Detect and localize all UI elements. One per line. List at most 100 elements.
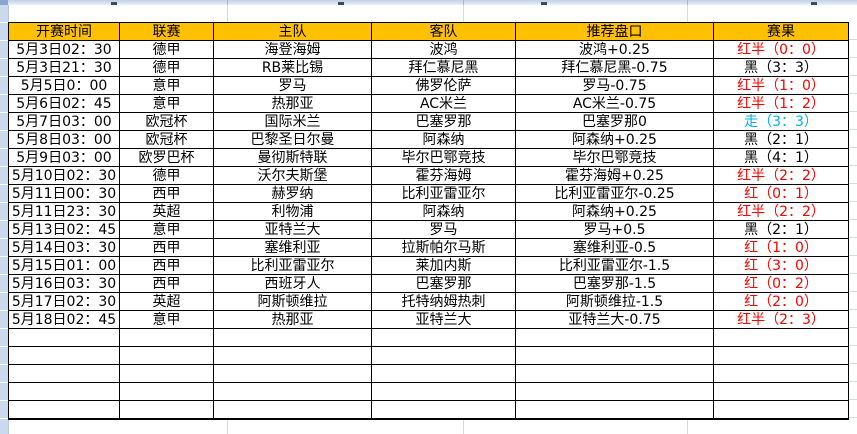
cell-result[interactable]: 红半（0：0） bbox=[713, 40, 849, 59]
cell-match-time[interactable]: 5月6日02：45 bbox=[8, 94, 120, 113]
cell-league[interactable] bbox=[119, 400, 214, 420]
cell-league[interactable]: 欧冠杯 bbox=[119, 130, 214, 149]
cell-away-team[interactable]: 托特纳姆热刺 bbox=[371, 292, 516, 311]
cell-match-time[interactable]: 5月3日02：30 bbox=[8, 40, 120, 59]
header-cell-away[interactable]: 客队 bbox=[371, 22, 516, 41]
cell-result[interactable]: 黑（4：1） bbox=[713, 148, 849, 167]
cell-home-team[interactable] bbox=[213, 382, 372, 401]
cell-handicap[interactable]: 比利亚雷亚尔-1.5 bbox=[515, 256, 714, 275]
cell-handicap[interactable]: 亚特兰大-0.75 bbox=[515, 310, 714, 329]
cell-match-time[interactable]: 5月11日23：30 bbox=[8, 202, 120, 221]
cell-league[interactable] bbox=[119, 328, 214, 347]
cell-result[interactable]: 红半（2：2） bbox=[713, 166, 849, 185]
cell-league[interactable]: 德甲 bbox=[119, 40, 214, 59]
cell-handicap[interactable] bbox=[515, 346, 714, 365]
cell-away-team[interactable]: 毕尔巴鄂竞技 bbox=[371, 148, 516, 167]
cell-away-team[interactable] bbox=[371, 328, 516, 347]
cell-handicap[interactable]: 拜仁慕尼黑-0.75 bbox=[515, 58, 714, 77]
cell-league[interactable]: 西甲 bbox=[119, 238, 214, 257]
header-cell-result[interactable]: 赛果 bbox=[713, 22, 849, 41]
cell-home-team[interactable] bbox=[213, 328, 372, 347]
cell-league[interactable]: 西甲 bbox=[119, 184, 214, 203]
cell-match-time[interactable] bbox=[8, 328, 120, 347]
cell-home-team[interactable] bbox=[213, 400, 372, 420]
cell-away-team[interactable] bbox=[371, 346, 516, 365]
cell-away-team[interactable]: 拜仁慕尼黑 bbox=[371, 58, 516, 77]
cell-away-team[interactable]: 比利亚雷亚尔 bbox=[371, 184, 516, 203]
cell-match-time[interactable]: 5月11日00：30 bbox=[8, 184, 120, 203]
cell-handicap[interactable]: 阿斯顿维拉-1.5 bbox=[515, 292, 714, 311]
cell-match-time[interactable]: 5月9日03：00 bbox=[8, 148, 120, 167]
cell-result[interactable]: 黑（2：1） bbox=[713, 220, 849, 239]
cell-away-team[interactable]: 阿森纳 bbox=[371, 130, 516, 149]
cell-away-team[interactable] bbox=[371, 364, 516, 383]
cell-away-team[interactable]: 阿森纳 bbox=[371, 202, 516, 221]
cell-home-team[interactable]: 阿斯顿维拉 bbox=[213, 292, 372, 311]
cell-result[interactable] bbox=[713, 346, 849, 365]
cell-away-team[interactable]: 莱加内斯 bbox=[371, 256, 516, 275]
cell-away-team[interactable] bbox=[371, 400, 516, 420]
cell-home-team[interactable] bbox=[213, 364, 372, 383]
cell-match-time[interactable]: 5月3日21：30 bbox=[8, 58, 120, 77]
cell-home-team[interactable]: 利物浦 bbox=[213, 202, 372, 221]
header-cell-handicap[interactable]: 推荐盘口 bbox=[515, 22, 714, 41]
cell-league[interactable]: 英超 bbox=[119, 292, 214, 311]
cell-handicap[interactable] bbox=[515, 400, 714, 420]
cell-result[interactable]: 黑（3：3） bbox=[713, 58, 849, 77]
cell-match-time[interactable]: 5月8日03：00 bbox=[8, 130, 120, 149]
cell-handicap[interactable] bbox=[515, 328, 714, 347]
cell-home-team[interactable]: 热那亚 bbox=[213, 94, 372, 113]
cell-match-time[interactable] bbox=[8, 364, 120, 383]
cell-home-team[interactable]: 曼彻斯特联 bbox=[213, 148, 372, 167]
cell-home-team[interactable]: 海登海姆 bbox=[213, 40, 372, 59]
cell-away-team[interactable] bbox=[371, 382, 516, 401]
cell-league[interactable]: 英超 bbox=[119, 202, 214, 221]
cell-away-team[interactable]: AC米兰 bbox=[371, 94, 516, 113]
cell-handicap[interactable]: 毕尔巴鄂竞技 bbox=[515, 148, 714, 167]
cell-league[interactable]: 意甲 bbox=[119, 76, 214, 95]
cell-handicap[interactable]: 波鸿+0.25 bbox=[515, 40, 714, 59]
cell-result[interactable] bbox=[713, 364, 849, 383]
cell-home-team[interactable]: 沃尔夫斯堡 bbox=[213, 166, 372, 185]
cell-handicap[interactable] bbox=[515, 382, 714, 401]
cell-handicap[interactable] bbox=[515, 364, 714, 383]
cell-result[interactable]: 红（1：0） bbox=[713, 238, 849, 257]
cell-away-team[interactable]: 波鸿 bbox=[371, 40, 516, 59]
cell-league[interactable] bbox=[119, 382, 214, 401]
cell-handicap[interactable]: 阿森纳+0.25 bbox=[515, 130, 714, 149]
cell-result[interactable] bbox=[713, 382, 849, 401]
cell-home-team[interactable]: 罗马 bbox=[213, 76, 372, 95]
cell-away-team[interactable]: 拉斯帕尔马斯 bbox=[371, 238, 516, 257]
cell-handicap[interactable]: 塞维利亚-0.5 bbox=[515, 238, 714, 257]
cell-match-time[interactable]: 5月15日01：00 bbox=[8, 256, 120, 275]
cell-league[interactable] bbox=[119, 364, 214, 383]
cell-home-team[interactable]: 西班牙人 bbox=[213, 274, 372, 293]
cell-league[interactable]: 意甲 bbox=[119, 220, 214, 239]
cell-handicap[interactable]: 阿森纳+0.25 bbox=[515, 202, 714, 221]
cell-away-team[interactable]: 亚特兰大 bbox=[371, 310, 516, 329]
cell-result[interactable]: 红半（1：2） bbox=[713, 94, 849, 113]
cell-match-time[interactable] bbox=[8, 382, 120, 401]
cell-match-time[interactable]: 5月7日03：00 bbox=[8, 112, 120, 131]
cell-home-team[interactable]: 赫罗纳 bbox=[213, 184, 372, 203]
cell-home-team[interactable]: 热那亚 bbox=[213, 310, 372, 329]
cell-league[interactable]: 德甲 bbox=[119, 58, 214, 77]
cell-home-team[interactable]: 亚特兰大 bbox=[213, 220, 372, 239]
cell-result[interactable]: 红半（2：2） bbox=[713, 202, 849, 221]
cell-league[interactable]: 德甲 bbox=[119, 166, 214, 185]
header-cell-home[interactable]: 主队 bbox=[213, 22, 372, 41]
cell-handicap[interactable]: 巴塞罗那0 bbox=[515, 112, 714, 131]
cell-home-team[interactable]: 比利亚雷亚尔 bbox=[213, 256, 372, 275]
cell-match-time[interactable]: 5月10日02：30 bbox=[8, 166, 120, 185]
cell-league[interactable]: 西甲 bbox=[119, 256, 214, 275]
cell-home-team[interactable]: RB莱比锡 bbox=[213, 58, 372, 77]
cell-result[interactable]: 红（2：0） bbox=[713, 292, 849, 311]
cell-match-time[interactable]: 5月5日0：00 bbox=[8, 76, 120, 95]
cell-league[interactable]: 西甲 bbox=[119, 274, 214, 293]
cell-handicap[interactable]: 霍芬海姆+0.25 bbox=[515, 166, 714, 185]
cell-result[interactable] bbox=[713, 400, 849, 420]
cell-match-time[interactable] bbox=[8, 400, 120, 420]
cell-result[interactable]: 走（3：3） bbox=[713, 112, 849, 131]
cell-result[interactable] bbox=[713, 328, 849, 347]
cell-match-time[interactable]: 5月17日02：30 bbox=[8, 292, 120, 311]
